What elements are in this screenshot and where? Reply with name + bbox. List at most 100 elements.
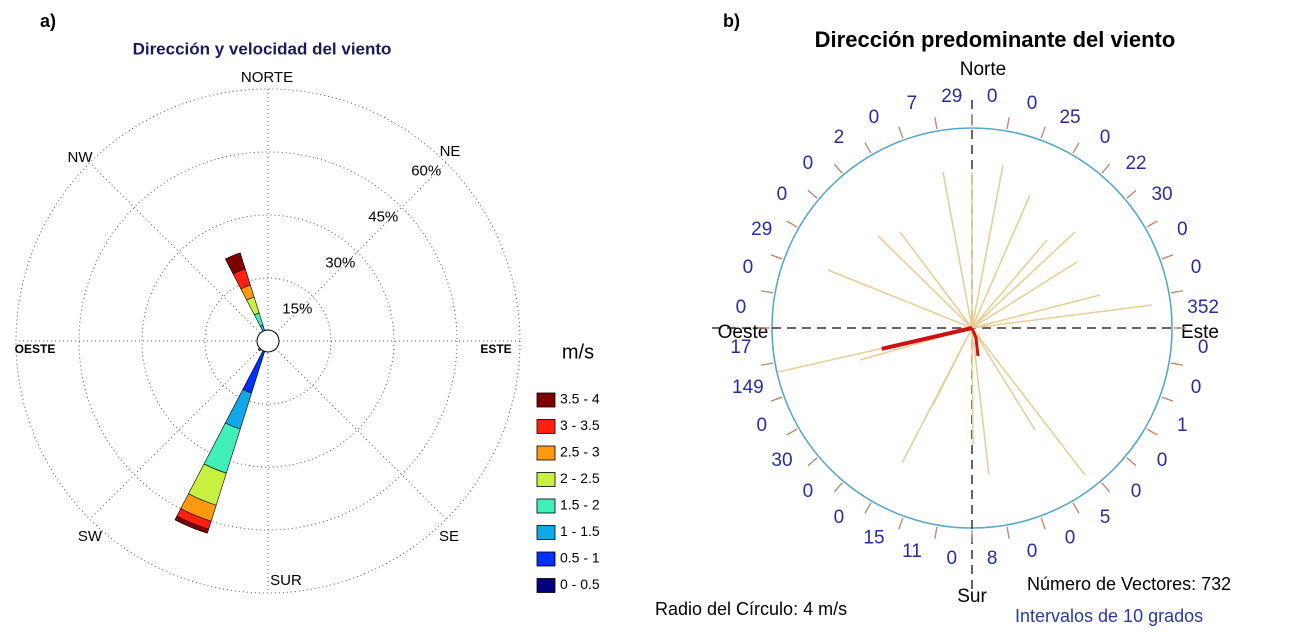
panel-label: a) [40,11,56,31]
tick [1040,126,1046,139]
tick [864,502,872,514]
count-label: 0 [743,257,754,278]
compass-label: Norte [960,59,1006,80]
count-label: 0 [756,415,767,436]
count-label: 0 [1198,337,1209,358]
tick [898,517,904,530]
grid-circle [15,88,521,594]
tick [786,220,798,228]
annotation: Número de Vectores: 732 [1027,574,1231,594]
count-label: 5 [1100,507,1111,528]
tick [770,254,783,260]
tick [1170,290,1183,294]
chart-title: Dirección predominante del viento [815,27,1176,52]
tick [1161,254,1174,260]
r-tick-label: 15% [282,301,312,318]
legend-swatch [536,578,556,593]
tick [807,189,818,199]
wedge [258,348,261,351]
wedge [246,296,260,316]
compass-label: Este [1181,322,1219,343]
count-label: 30 [771,450,792,471]
legend-label: 1 - 1.5 [560,523,600,539]
legend-swatch [536,551,556,567]
count-label: 2 [834,127,845,148]
compass-label: ESTE [480,342,511,356]
tick [833,482,843,493]
compass-label: SW [78,528,103,545]
wedge [174,515,210,534]
count-label: 0 [777,184,788,205]
count-label: 0 [736,297,747,318]
legend-label: 0 - 0.5 [560,576,600,592]
tick [898,126,904,139]
tick [1146,428,1158,436]
tick [1006,526,1010,539]
count-label: 15 [863,527,884,548]
count-label: 0 [946,548,957,569]
count-label: 1 [1177,415,1188,436]
compass-label: NW [68,149,94,166]
count-label: 0 [1065,527,1076,548]
count-label: 0 [1131,481,1142,502]
wedge [242,344,268,394]
tick [1101,163,1111,174]
compass-label: Sur [957,586,987,607]
tick [807,457,818,467]
tick [770,396,783,402]
tick [1040,517,1046,530]
legend-label: 2.5 - 3 [560,444,600,460]
tick [1072,142,1080,154]
count-label: 0 [1100,127,1111,148]
count-label: 0 [1157,450,1168,471]
tick [1101,482,1111,493]
tick [934,526,938,539]
tick [864,142,872,154]
count-label: 149 [732,377,764,398]
count-label: 25 [1059,107,1080,128]
legend-label: 3.5 - 4 [560,391,600,407]
count-label: 0 [803,481,814,502]
count-label: 29 [751,219,772,240]
grid-circle [78,151,458,531]
wedge [224,252,246,275]
tick [1161,396,1174,402]
tick [1126,457,1137,467]
legend-swatch [536,525,556,540]
r-tick-label: 45% [368,208,398,225]
count-label: 0 [803,153,814,174]
wedge [254,312,264,327]
legend-label: 2 - 2.5 [560,470,600,486]
tick [1126,189,1137,199]
tick [833,163,843,174]
wedge [203,422,241,474]
tick [761,290,774,294]
count-label: 11 [902,541,922,562]
grid-circle [141,214,395,468]
r-tick-label: 60% [411,162,441,179]
annotation: Radio del Círculo: 4 m/s [655,599,847,619]
compass-label: Oeste [718,322,769,343]
secondary-vector [970,327,980,357]
count-label: 0 [1027,541,1038,562]
legend-swatch [536,445,556,461]
tick [1072,502,1080,514]
wedge [224,389,252,430]
compass-label: SE [439,528,459,545]
legend-label: 0.5 - 1 [560,550,600,566]
count-label: 0 [1191,377,1202,398]
count-label: 0 [834,507,845,528]
legend-label: 1.5 - 2 [560,497,600,513]
count-label: 352 [1187,297,1219,318]
tick [1146,220,1158,228]
compass-label: NE [440,143,461,160]
legend-swatch [536,472,556,487]
resultant-vector [881,326,973,351]
legend-title: m/s [562,341,594,363]
count-label: 0 [1191,257,1202,278]
annotation: Intervalos de 10 grados [1015,606,1203,626]
calm-circle [256,329,280,353]
count-label: 0 [1177,219,1188,240]
